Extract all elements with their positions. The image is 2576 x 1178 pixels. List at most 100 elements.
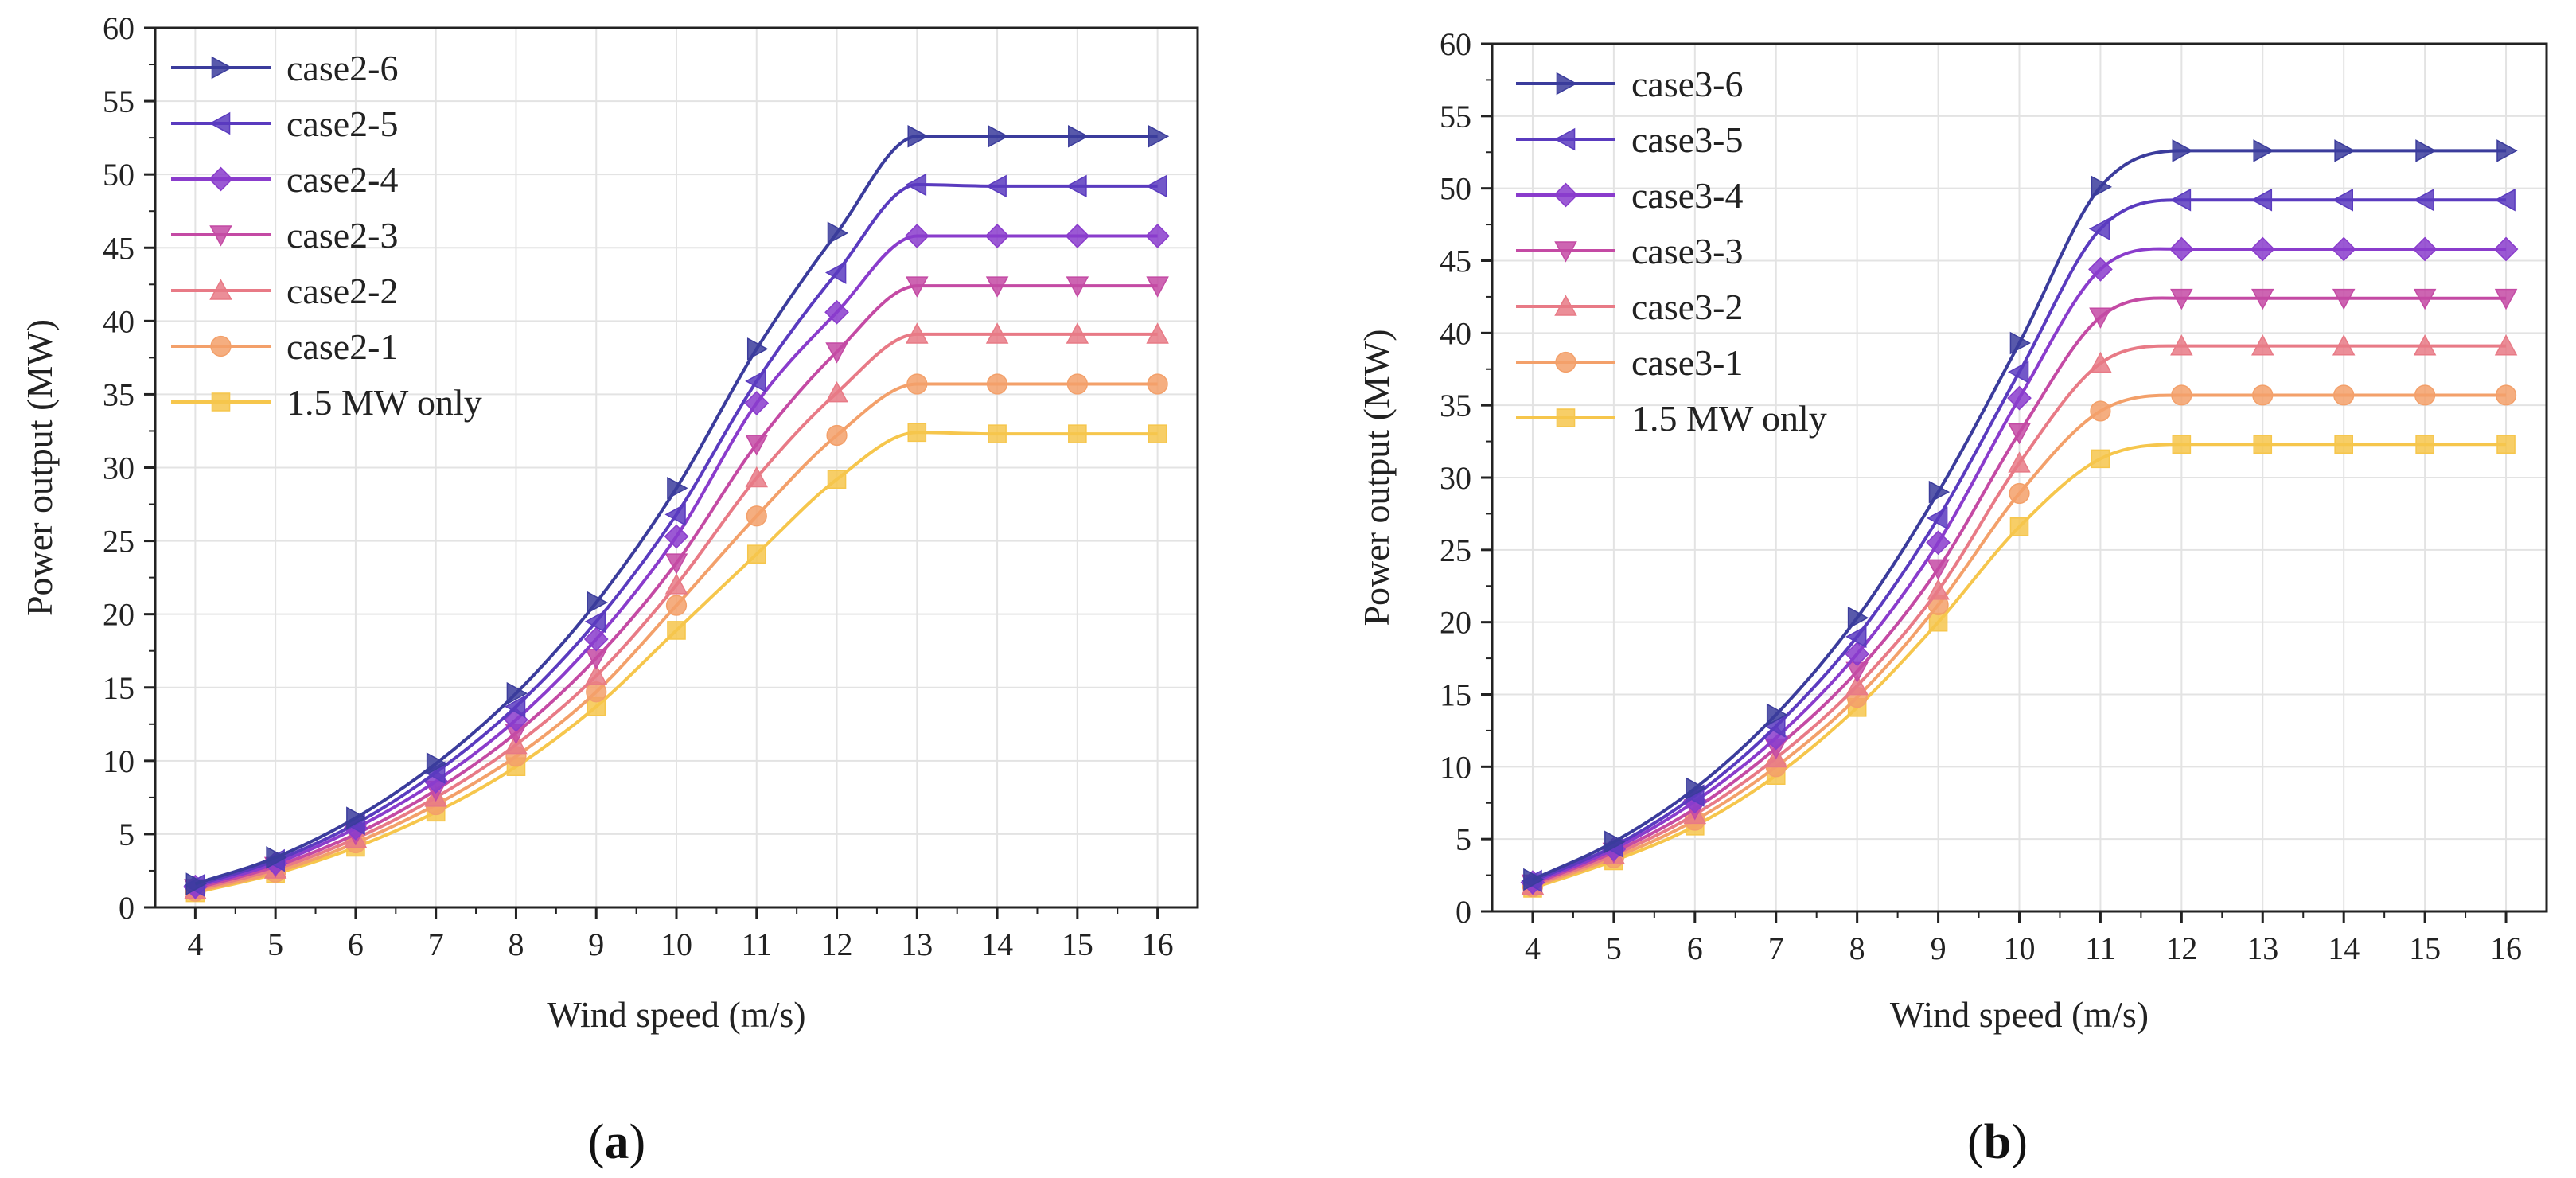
data-point <box>906 276 929 298</box>
legend-item: case2-1 <box>171 326 398 367</box>
data-point <box>1927 506 1948 530</box>
data-point <box>2091 449 2110 469</box>
data-point <box>667 621 686 640</box>
legend-item: 1.5 MW only <box>1516 398 1827 439</box>
data-point <box>185 872 207 895</box>
legend-label: case3-6 <box>1631 64 1743 104</box>
data-point <box>2496 435 2516 454</box>
data-point <box>1066 174 1087 198</box>
legend-item: case3-2 <box>1516 287 1743 327</box>
y-tick-label: 55 <box>1440 99 1471 135</box>
x-tick-label: 8 <box>508 926 524 962</box>
legend-label: case2-3 <box>286 215 398 255</box>
legend-marker <box>210 335 232 357</box>
data-point <box>2415 435 2434 454</box>
grid <box>1492 43 2547 912</box>
x-tick-label: 4 <box>1525 930 1541 966</box>
data-point <box>1146 322 1169 344</box>
data-point <box>2008 451 2031 473</box>
legend-label: 1.5 MW only <box>286 382 482 423</box>
data-point <box>584 610 606 634</box>
data-point <box>2251 288 2274 310</box>
data-point <box>826 424 848 447</box>
data-point <box>1845 625 1867 649</box>
data-point <box>907 423 927 443</box>
x-tick-label: 14 <box>981 926 1013 962</box>
data-point <box>985 174 1007 198</box>
data-point <box>346 806 368 829</box>
data-point <box>1845 642 1870 666</box>
data-point <box>2089 351 2112 373</box>
legend-label: 1.5 MW only <box>1631 398 1827 439</box>
data-point <box>587 591 608 614</box>
data-point <box>2170 334 2193 356</box>
legend-marker <box>1553 127 1576 151</box>
x-tick-label: 9 <box>588 926 604 962</box>
data-point <box>1066 276 1089 298</box>
data-point <box>824 299 849 325</box>
legend-marker <box>1554 294 1577 316</box>
data-point <box>1148 424 1167 443</box>
data-point <box>2250 236 2275 262</box>
x-tick-label: 9 <box>1931 930 1947 966</box>
x-axis-title: Wind speed (m/s) <box>1890 994 2149 1035</box>
legend-marker <box>1556 72 1578 96</box>
x-tick-label: 13 <box>2247 930 2278 966</box>
data-point <box>2088 217 2110 240</box>
data-point <box>2007 385 2032 411</box>
y-tick-label: 25 <box>103 524 134 560</box>
legend-label: case2-4 <box>286 159 398 200</box>
data-point <box>2413 288 2437 310</box>
data-point <box>1845 674 1869 696</box>
data-point <box>664 553 688 575</box>
x-tick-label: 7 <box>428 926 444 962</box>
axis-ticks: 4 5 6 7 8 9 10 11 12 13 14 15 1605101520253035404550… <box>103 10 1174 962</box>
data-point <box>2332 188 2353 212</box>
y-tick-label: 60 <box>103 10 134 46</box>
axis-ticks: 4 5 6 7 8 9 10 11 12 13 14 15 1605101520253035404550… <box>1440 26 2522 966</box>
data-point <box>745 466 769 488</box>
data-point <box>827 221 849 245</box>
y-tick-label: 55 <box>103 84 134 119</box>
x-tick-label: 11 <box>2085 930 2116 966</box>
panel-a: 4 5 6 7 8 9 10 11 12 13 14 15 1605101520253035404550… <box>19 10 1199 1169</box>
legend-marker <box>211 392 231 412</box>
legend-label: case2-1 <box>286 326 398 367</box>
data-point <box>2333 384 2355 406</box>
y-tick-label: 45 <box>1440 244 1471 279</box>
data-point <box>907 125 929 148</box>
data-point <box>2007 361 2029 384</box>
data-point <box>746 505 767 527</box>
x-tick-label: 16 <box>2490 930 2522 966</box>
x-axis-title: Wind speed (m/s) <box>547 994 805 1035</box>
data-point <box>2009 331 2032 355</box>
data-point <box>2090 400 2111 422</box>
x-tick-label: 15 <box>1062 926 1093 962</box>
y-tick-label: 15 <box>1440 677 1471 713</box>
panel-b: 4 5 6 7 8 9 10 11 12 13 14 15 1605101520253035404550… <box>1356 26 2548 1169</box>
series-case2-6 <box>185 125 1170 895</box>
data-point <box>665 595 688 616</box>
legend: case2-6 case2-5 case2-4 case2-3 case2-2 case2… <box>171 48 482 423</box>
data-point <box>667 477 688 500</box>
y-axis-title: Power output (MW) <box>19 319 60 616</box>
y-tick-label: 60 <box>1440 26 1471 62</box>
data-point <box>2493 236 2519 262</box>
data-point <box>2412 236 2438 262</box>
data-point <box>1847 606 1869 630</box>
y-tick-label: 10 <box>103 743 134 779</box>
legend-label: case3-3 <box>1631 231 1743 271</box>
data-point <box>1146 276 1169 298</box>
data-point <box>2332 288 2356 310</box>
panel-letter: b <box>1984 1115 2011 1169</box>
data-point <box>664 524 689 549</box>
legend-item: case2-6 <box>171 48 398 88</box>
data-point <box>2009 517 2029 536</box>
x-tick-label: 6 <box>1687 930 1703 966</box>
data-point <box>664 503 686 526</box>
data-point <box>2089 307 2112 329</box>
data-point <box>504 695 526 718</box>
data-point <box>824 261 847 284</box>
y-tick-label: 20 <box>103 597 134 633</box>
